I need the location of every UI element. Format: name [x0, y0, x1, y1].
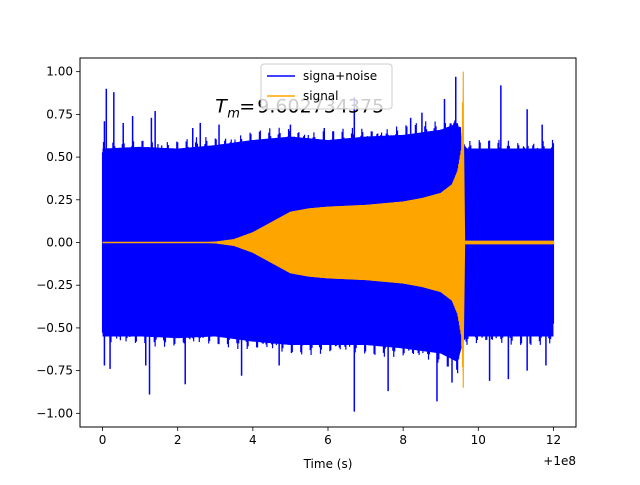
x-axis-offset: +1e8: [543, 454, 576, 468]
y-tick-label: 0.75: [46, 107, 73, 121]
legend-label: signal: [303, 89, 339, 103]
annotation-subscript: m: [227, 107, 240, 122]
y-tick-label: 1.00: [46, 65, 73, 79]
x-tick-label: 2: [174, 433, 182, 447]
y-tick-label: −1.00: [36, 406, 73, 420]
x-tick-label: 12: [546, 433, 561, 447]
y-tick-label: 0.00: [46, 236, 73, 250]
x-axis-label: Time (s): [303, 457, 353, 471]
axis-layer: 0 2 4 6 8 10 12 −1.00 −0.75 −0.50 −0.25 0.00 0.25 0.5…: [36, 65, 561, 447]
x-tick-label: 8: [399, 433, 407, 447]
annotation-symbol: T: [215, 96, 228, 118]
y-tick-label: −0.75: [36, 364, 73, 378]
y-tick-label: 0.50: [46, 150, 73, 164]
y-tick-label: −0.25: [36, 278, 73, 292]
series-signal: [102, 71, 555, 388]
y-tick-label: −0.50: [36, 321, 73, 335]
annotation-equals: =: [239, 96, 255, 118]
legend: signa+noise signal: [260, 63, 393, 110]
x-tick-label: 10: [471, 433, 486, 447]
x-tick-label: 4: [249, 433, 257, 447]
series-layer: [101, 71, 555, 412]
legend-label: signa+noise: [303, 69, 377, 83]
x-tick-label: 0: [99, 433, 107, 447]
x-tick-label: 6: [324, 433, 332, 447]
y-tick-label: 0.25: [46, 193, 73, 207]
